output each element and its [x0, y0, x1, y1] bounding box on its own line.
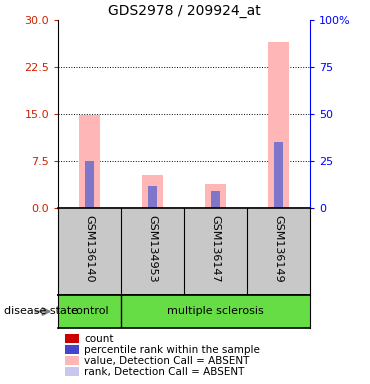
Bar: [268, 42, 289, 208]
Bar: [274, 142, 283, 208]
Text: GSM136147: GSM136147: [211, 215, 221, 283]
Bar: [148, 186, 157, 208]
Bar: [211, 191, 220, 208]
Text: disease state: disease state: [4, 306, 78, 316]
Text: rank, Detection Call = ABSENT: rank, Detection Call = ABSENT: [84, 366, 244, 376]
Text: GSM134953: GSM134953: [148, 215, 158, 283]
Text: GSM136140: GSM136140: [84, 215, 94, 283]
Text: value, Detection Call = ABSENT: value, Detection Call = ABSENT: [84, 356, 249, 366]
Text: percentile rank within the sample: percentile rank within the sample: [84, 345, 260, 355]
Text: count: count: [84, 334, 113, 344]
Bar: [80, 115, 100, 208]
Title: GDS2978 / 209924_at: GDS2978 / 209924_at: [108, 3, 260, 18]
Text: GSM136149: GSM136149: [273, 215, 283, 283]
Bar: [85, 161, 94, 208]
Bar: [205, 184, 226, 208]
Text: control: control: [70, 306, 109, 316]
Text: multiple sclerosis: multiple sclerosis: [167, 306, 264, 316]
Bar: [142, 175, 162, 208]
